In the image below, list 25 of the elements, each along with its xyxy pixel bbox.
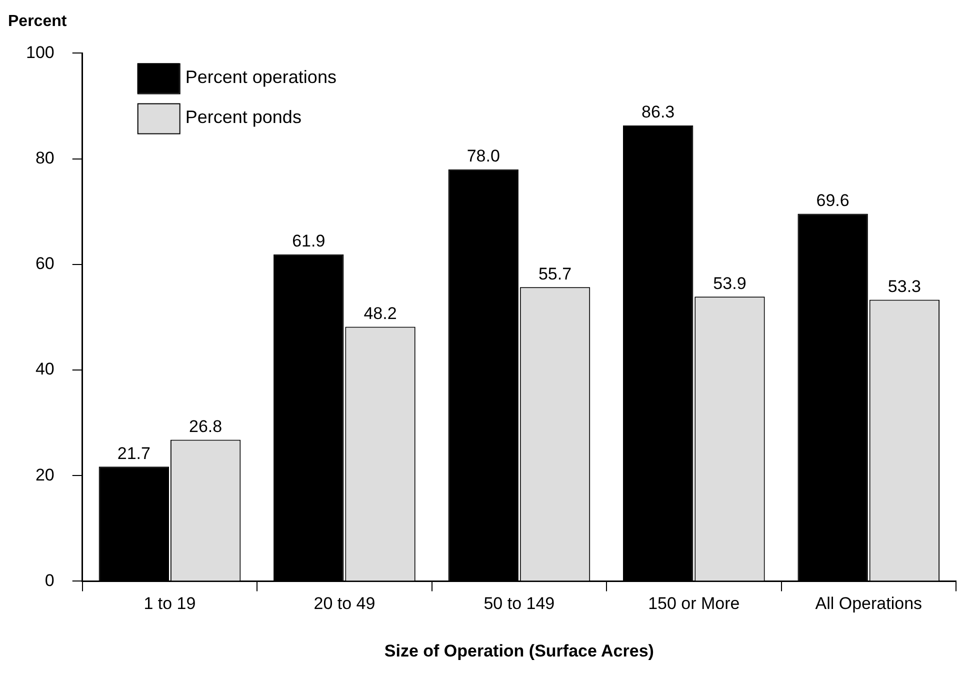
x-axis-title: Size of Operation (Surface Acres) <box>384 641 654 660</box>
x-tick-label: 50 to 149 <box>484 594 555 614</box>
x-tick-label: 150 or More <box>648 594 740 614</box>
data-label: 53.3 <box>888 276 921 296</box>
data-label: 61.9 <box>292 232 326 251</box>
data-label: 78.0 <box>466 146 500 166</box>
y-tick-label: 0 <box>44 570 54 590</box>
data-label: 21.7 <box>117 444 150 463</box>
y-tick-label: 20 <box>35 465 54 484</box>
data-label: 69.6 <box>816 190 850 210</box>
data-label: 53.9 <box>713 274 746 293</box>
y-tick-label: 60 <box>35 254 54 274</box>
y-tick-label: 80 <box>35 148 54 168</box>
data-label: 48.2 <box>364 304 397 323</box>
x-tick-label: 20 to 49 <box>314 594 376 614</box>
legend-label: Percent operations <box>185 67 336 88</box>
data-label: 26.8 <box>189 416 222 436</box>
legend-label: Percent ponds <box>185 107 302 128</box>
x-tick-label: 1 to 19 <box>144 594 196 614</box>
data-label: 86.3 <box>642 102 675 122</box>
y-tick-label: 40 <box>35 360 54 379</box>
data-label: 55.7 <box>538 264 572 284</box>
y-tick-label: 100 <box>26 42 54 62</box>
x-tick-label: All Operations <box>815 594 922 614</box>
y-axis-title: Percent <box>8 13 68 30</box>
